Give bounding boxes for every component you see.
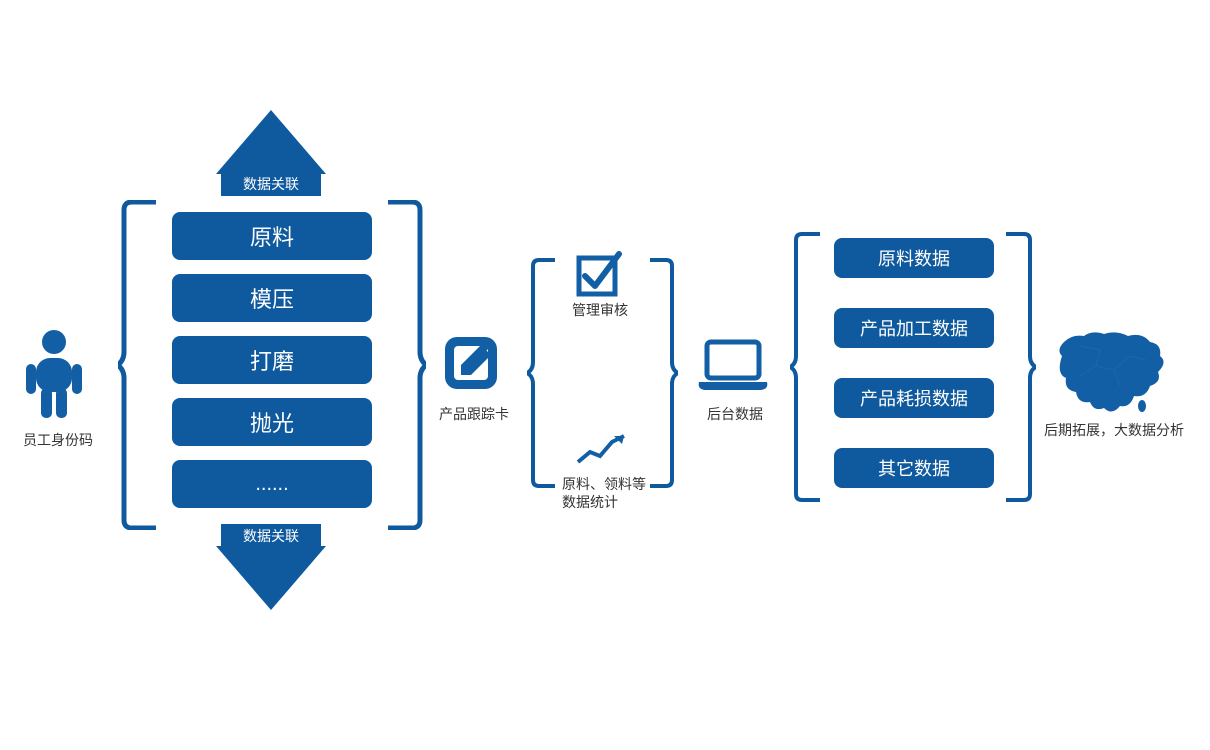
future-label: 后期拓展，大数据分析 [1034, 420, 1194, 440]
data-label-1: 产品加工数据 [860, 315, 968, 341]
brace-right-3 [1004, 232, 1036, 507]
chart-icon [576, 432, 630, 473]
data-box-2: 产品耗损数据 [834, 378, 994, 418]
process-box-0: 原料 [172, 212, 372, 260]
process-box-4: ...... [172, 460, 372, 508]
process-label-3: 抛光 [250, 406, 294, 438]
data-label-0: 原料数据 [878, 245, 950, 271]
triangle-up-icon [216, 110, 326, 179]
edit-icon [441, 333, 501, 398]
tracking-label: 产品跟踪卡 [432, 404, 516, 424]
triangle-down-icon [216, 546, 326, 615]
process-box-2: 打磨 [172, 336, 372, 384]
map-icon [1050, 326, 1170, 421]
process-label-4: ...... [255, 473, 288, 496]
process-box-1: 模压 [172, 274, 372, 322]
data-label-2: 产品耗损数据 [860, 385, 968, 411]
brace-left-2 [527, 258, 557, 493]
process-label-1: 模压 [250, 282, 294, 314]
middle-bottom-label1: 原料、领料等 [562, 474, 662, 494]
middle-top-label: 管理审核 [565, 300, 635, 320]
brace-right-2 [648, 258, 678, 493]
process-box-3: 抛光 [172, 398, 372, 446]
data-box-1: 产品加工数据 [834, 308, 994, 348]
brace-left-1 [118, 200, 158, 535]
checkbox-icon [573, 248, 623, 303]
process-label-2: 打磨 [250, 344, 294, 376]
employee-icon [24, 328, 84, 423]
employee-label: 员工身份码 [18, 430, 98, 450]
middle-bottom-label2: 数据统计 [562, 492, 662, 512]
brace-left-3 [790, 232, 822, 507]
data-box-3: 其它数据 [834, 448, 994, 488]
association-bottom: 数据关联 [221, 524, 321, 548]
association-top: 数据关联 [221, 172, 321, 196]
data-box-0: 原料数据 [834, 238, 994, 278]
brace-right-1 [386, 200, 426, 535]
laptop-icon [697, 338, 769, 397]
backend-label: 后台数据 [700, 404, 770, 424]
process-label-0: 原料 [250, 220, 294, 252]
data-label-3: 其它数据 [878, 455, 950, 481]
